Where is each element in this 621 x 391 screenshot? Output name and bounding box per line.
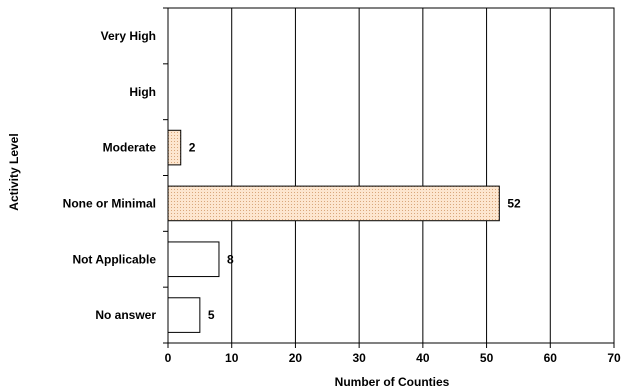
data-label: 2 [189, 141, 196, 155]
gridlines [163, 7, 615, 348]
bar [167, 241, 220, 278]
x-tick-label: 60 [544, 351, 558, 365]
x-tick-label: 70 [607, 351, 621, 365]
plot-frame [167, 7, 615, 344]
bar [167, 129, 182, 166]
x-axis-title: Number of Counties [335, 375, 450, 389]
labels: 0 10 20 30 40 50 60 70 Very High High Moderate 2 Non… [63, 29, 621, 365]
bars [167, 129, 500, 333]
data-label: 52 [507, 196, 521, 210]
x-tick-label: 10 [225, 351, 239, 365]
x-tick-label: 40 [416, 351, 430, 365]
x-tick-label: 30 [352, 351, 366, 365]
data-label: 5 [208, 308, 215, 322]
x-tick-label: 50 [480, 351, 494, 365]
category-label: Not Applicable [72, 252, 156, 266]
category-label: Very High [101, 29, 156, 43]
category-label: High [129, 85, 156, 99]
x-tick-label: 0 [165, 351, 172, 365]
category-label: No answer [95, 308, 156, 322]
bar [167, 185, 500, 222]
category-label: Moderate [103, 141, 157, 155]
data-label: 8 [227, 252, 234, 266]
bar [167, 297, 201, 333]
y-axis-title: Activity Level [7, 133, 21, 210]
category-label: None or Minimal [63, 196, 156, 210]
x-tick-label: 20 [289, 351, 303, 365]
